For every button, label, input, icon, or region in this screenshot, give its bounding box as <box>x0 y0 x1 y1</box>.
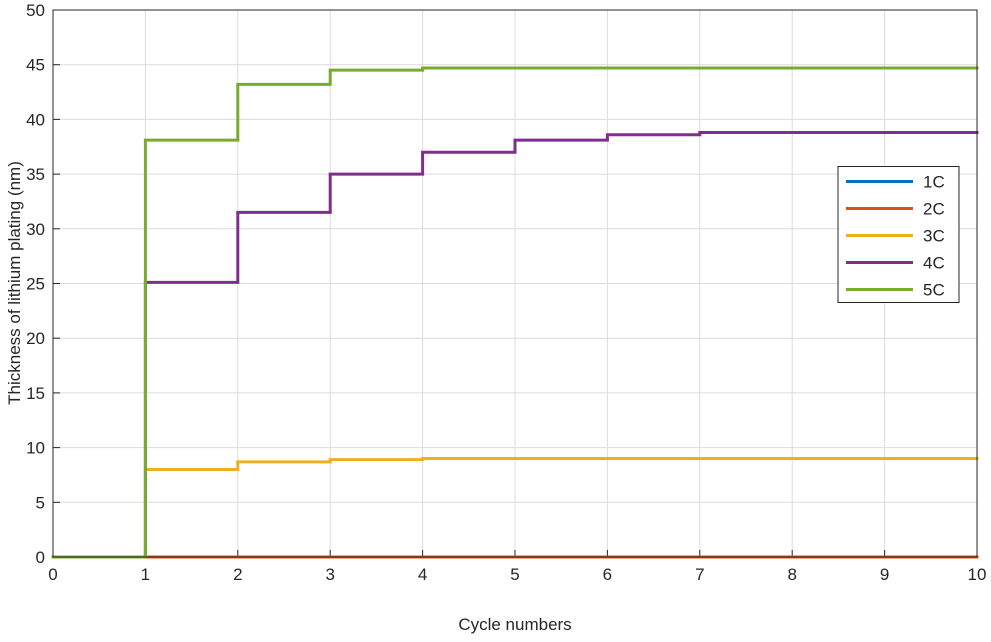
legend-label: 1C <box>923 173 945 192</box>
x-tick-label: 0 <box>48 565 57 584</box>
x-tick-label: 2 <box>233 565 242 584</box>
x-tick-label: 4 <box>418 565 427 584</box>
legend-label: 5C <box>923 281 945 300</box>
y-tick-label: 20 <box>26 329 45 348</box>
y-tick-label: 5 <box>36 493 45 512</box>
x-tick-label: 3 <box>325 565 334 584</box>
x-tick-label: 7 <box>695 565 704 584</box>
y-tick-label: 35 <box>26 165 45 184</box>
x-tick-label: 9 <box>880 565 889 584</box>
y-tick-label: 30 <box>26 220 45 239</box>
legend-label: 4C <box>923 254 945 273</box>
legend-label: 2C <box>923 200 945 219</box>
y-tick-label: 0 <box>36 548 45 567</box>
x-tick-label: 10 <box>968 565 987 584</box>
y-tick-label: 15 <box>26 384 45 403</box>
y-tick-label: 25 <box>26 275 45 294</box>
x-tick-label: 5 <box>510 565 519 584</box>
y-tick-label: 40 <box>26 110 45 129</box>
legend-label: 3C <box>923 227 945 246</box>
y-tick-label: 10 <box>26 439 45 458</box>
y-tick-label: 45 <box>26 56 45 75</box>
x-tick-label: 1 <box>141 565 150 584</box>
plot-frame <box>52 9 978 558</box>
x-tick-label: 6 <box>603 565 612 584</box>
x-axis-label: Cycle numbers <box>458 615 571 634</box>
x-tick-label: 8 <box>787 565 796 584</box>
y-axis-label: Thickness of lithium plating (nm) <box>5 161 24 405</box>
y-tick-label: 50 <box>26 1 45 20</box>
